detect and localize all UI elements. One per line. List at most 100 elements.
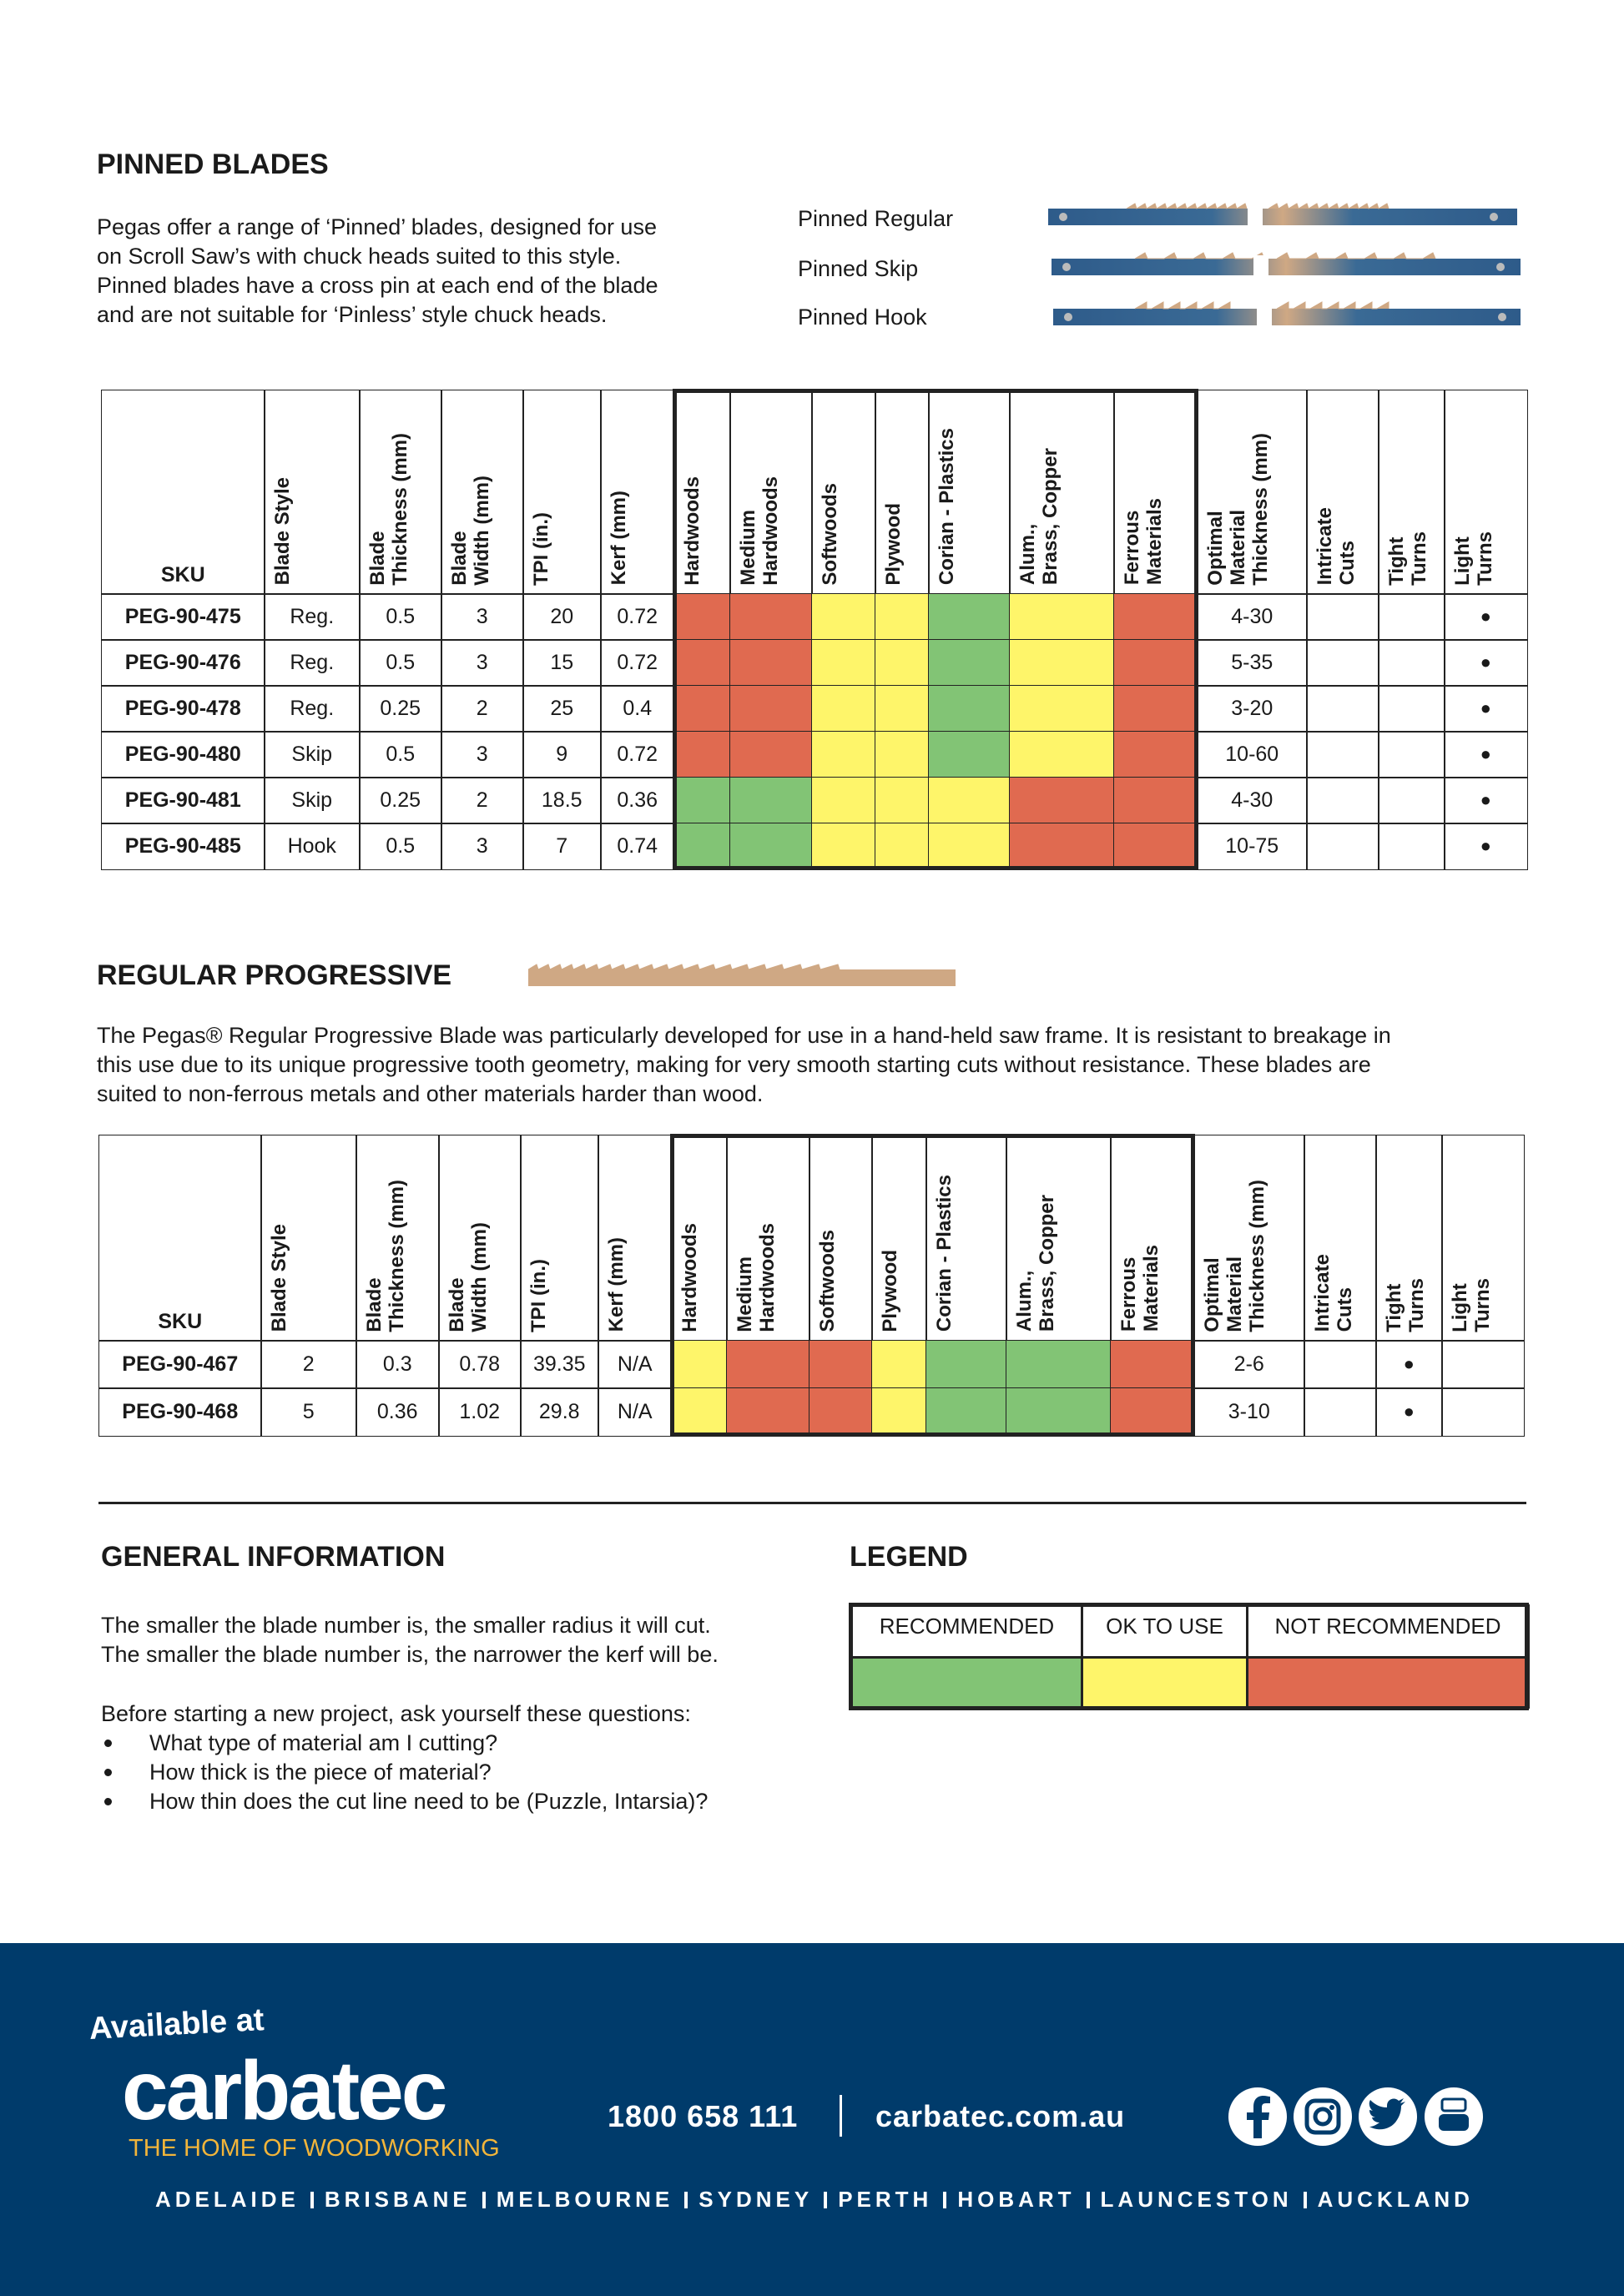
header-text: Hardwoods [681, 476, 704, 586]
blade-hook [1053, 301, 1521, 327]
material-cell [1113, 593, 1198, 641]
legend-swatch [1081, 1656, 1248, 1709]
material-cell [729, 731, 813, 778]
material-cell [673, 593, 731, 641]
spec-cell: 29.8 [520, 1387, 599, 1437]
header-cell: Alum., Brass, Copper [1009, 390, 1115, 595]
header-cell: Hardwoods [671, 1135, 728, 1342]
header-cell: Blade Style [260, 1135, 357, 1342]
spec: 0.5 [386, 650, 416, 674]
website[interactable]: carbatec.com.au [875, 2099, 1126, 2133]
section-title: GENERAL INFORMATION [101, 1541, 446, 1573]
spec: 1.02 [459, 1399, 501, 1423]
spec: 29.8 [538, 1399, 580, 1423]
spec: 0.74 [617, 833, 658, 858]
header-cell: TPI (in.) [522, 390, 602, 595]
turn-cell [1441, 1387, 1525, 1437]
city-separator [310, 2191, 314, 2208]
header-text: Light Turns [1451, 531, 1496, 586]
turn-cell [1378, 593, 1445, 641]
material-cell [1009, 639, 1115, 687]
spec: 0.25 [380, 696, 421, 720]
header-line: Thickness (mm) [1249, 432, 1272, 586]
turn-dot: ● [1480, 835, 1491, 857]
youtube-icon[interactable] [1425, 2087, 1483, 2146]
header-line: Turns [1471, 1277, 1494, 1332]
header-text: Softwoods [816, 1230, 839, 1332]
material-cell [811, 777, 876, 824]
turn-cell [1378, 731, 1445, 778]
sku: PEG-90-475 [124, 604, 241, 628]
material-cell [1113, 777, 1198, 824]
header-line: Optimal [1204, 511, 1227, 586]
header-text: TPI (in.) [530, 512, 552, 586]
turn-dot: ● [1480, 697, 1491, 719]
separator [840, 2095, 842, 2137]
header-line: TPI (in.) [530, 511, 552, 586]
header-text: Plywood [882, 503, 905, 586]
material-cell [811, 731, 876, 778]
header-cell: Blade Width (mm) [438, 1135, 522, 1342]
spec-cell: 3 [441, 731, 524, 778]
material-cell [809, 1340, 873, 1389]
material-cell [875, 639, 930, 687]
turn-cell [1304, 1340, 1377, 1389]
text-line: this use due to its unique progressive t… [97, 1052, 1371, 1077]
spec-cell: Skip [264, 731, 361, 778]
legend-label: OK TO USE [1106, 1614, 1223, 1639]
header-cell: Kerf (mm) [600, 390, 675, 595]
header-text: Blade Thickness (mm) [363, 1180, 408, 1332]
facebook-icon[interactable] [1228, 2087, 1287, 2146]
turn-cell: ● [1444, 639, 1528, 687]
legend-label-cell: NOT RECOMMENDED [1246, 1604, 1530, 1659]
turn-dot: ● [1403, 1353, 1415, 1375]
header-text: Blade Style [268, 1224, 290, 1332]
header-line: Plywood [882, 502, 905, 586]
turn-cell [1306, 731, 1379, 778]
sku: PEG-90-468 [122, 1399, 239, 1423]
header-cell: Tight Turns [1378, 390, 1445, 595]
instagram-icon[interactable] [1294, 2087, 1352, 2146]
header-text: Optimal Material Thickness (mm) [1201, 1180, 1268, 1332]
sku: PEG-90-467 [122, 1352, 239, 1376]
city-separator [824, 2191, 828, 2208]
header-line: Width (mm) [468, 1221, 491, 1332]
turn-dot: ● [1480, 789, 1491, 811]
header-line: Intricate [1314, 507, 1336, 586]
header-line: Plywood [879, 1249, 901, 1332]
header-text: Alum., Brass, Copper [1016, 448, 1062, 585]
material-cell [811, 639, 876, 687]
spec-cell: 18.5 [522, 777, 602, 824]
header-line: Alum., [1013, 1271, 1036, 1332]
optimal-cell: 3-20 [1197, 685, 1308, 733]
blade-images [1048, 203, 1521, 327]
header-line: Softwoods [819, 482, 841, 586]
header-text: Ferrous Materials [1121, 498, 1166, 585]
header-cell: Corian - Plastics [925, 1135, 1007, 1342]
header-text: Blade Width (mm) [446, 1222, 491, 1332]
material-cell [671, 1387, 728, 1437]
spec: 18.5 [541, 788, 583, 812]
header-line: Width (mm) [471, 475, 493, 586]
description: The Pegas® Regular Progressive Blade was… [97, 1021, 1391, 1109]
spec-cell: N/A [598, 1387, 673, 1437]
twitter-icon[interactable] [1359, 2087, 1417, 2146]
city: SYDNEY [699, 2187, 814, 2212]
header-text: Tight Turns [1385, 531, 1430, 586]
material-cell [673, 731, 731, 778]
header-line: Intricate [1311, 1254, 1334, 1332]
blade-label: Pinned Skip [798, 256, 919, 281]
material-cell [729, 685, 813, 733]
material-cell [928, 685, 1011, 733]
material-cell [809, 1387, 873, 1437]
header-cell: Blade Thickness (mm) [359, 390, 442, 595]
optimal-cell: 2-6 [1193, 1340, 1305, 1389]
optimal: 5-35 [1231, 650, 1273, 674]
spec-cell: 0.36 [356, 1387, 440, 1437]
blade-image [527, 964, 956, 986]
turn-cell [1304, 1387, 1377, 1437]
spec: 0.36 [617, 788, 658, 812]
header-text: Blade Width (mm) [448, 476, 493, 586]
sku-cell: PEG-90-480 [101, 731, 265, 778]
turn-dot: ● [1480, 743, 1491, 765]
